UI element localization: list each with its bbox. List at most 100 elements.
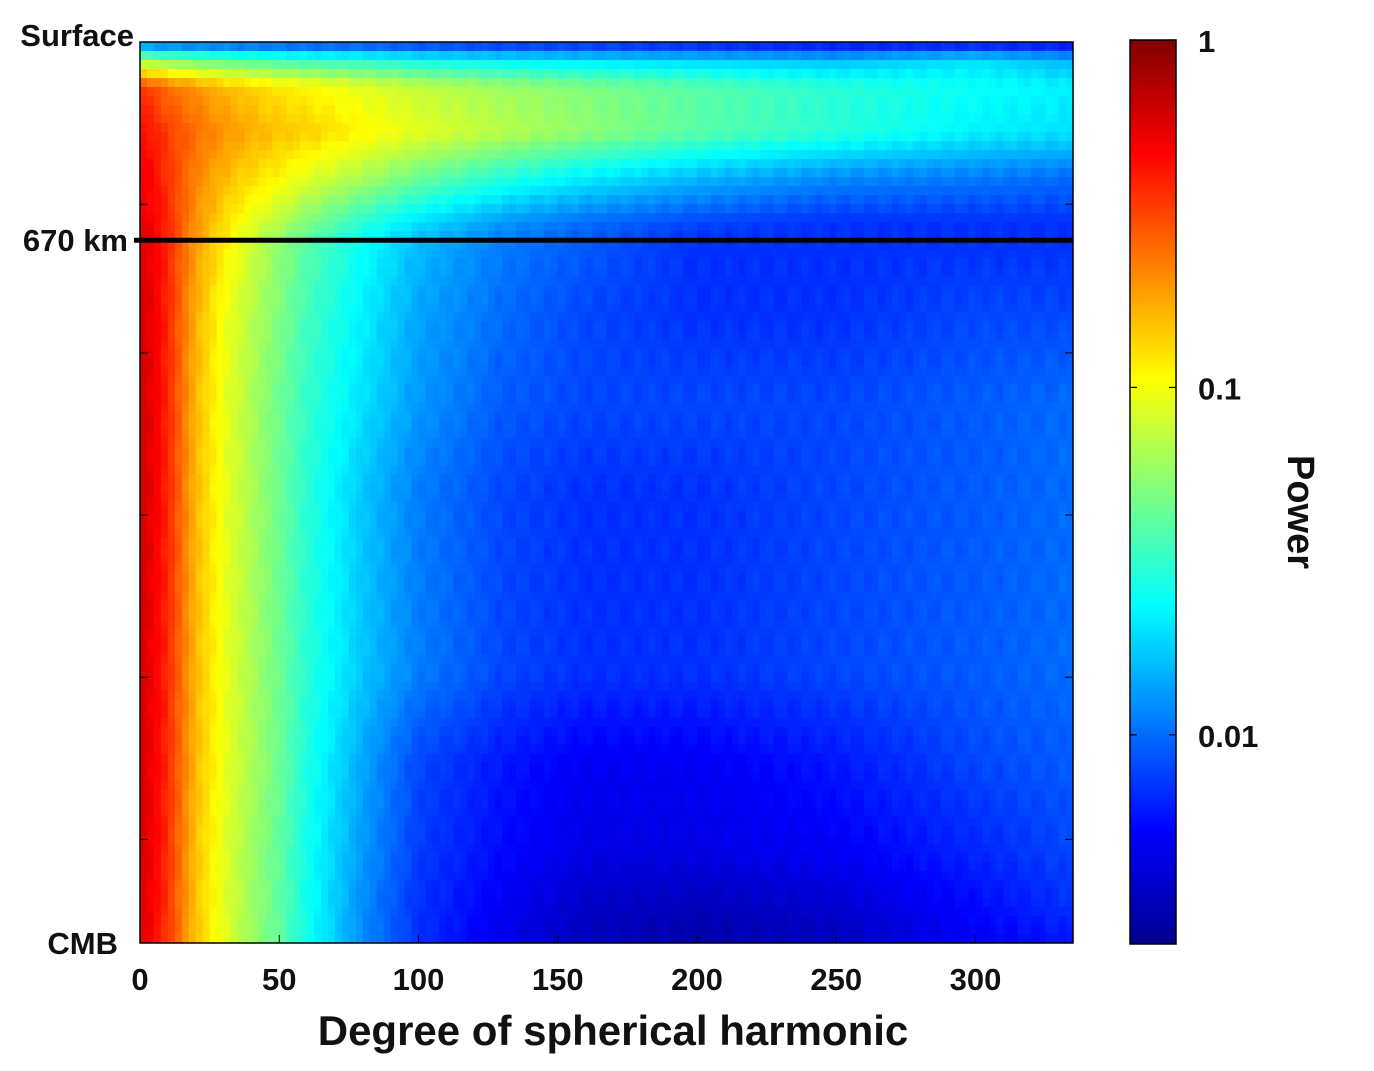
heatmap-cell <box>592 357 601 367</box>
heatmap-cell <box>648 303 656 313</box>
heatmap-cell <box>355 51 364 61</box>
heatmap-cell <box>355 357 364 367</box>
heatmap-cell <box>676 177 684 187</box>
heatmap-cell <box>585 276 594 286</box>
heatmap-cell <box>550 312 559 322</box>
heatmap-cell <box>481 330 489 340</box>
heatmap-cell <box>571 249 580 259</box>
heatmap-cell <box>947 267 956 277</box>
heatmap-cell <box>710 366 719 376</box>
heatmap-cell <box>773 267 782 277</box>
heatmap-cell <box>1052 339 1060 349</box>
heatmap-cell <box>697 222 705 232</box>
heatmap-cell <box>237 105 246 115</box>
heatmap-cell <box>891 105 900 115</box>
heatmap-cell <box>1038 213 1046 223</box>
heatmap-cell <box>230 366 239 376</box>
heatmap-cell <box>341 285 350 295</box>
heatmap-cell <box>160 267 169 277</box>
heatmap-cell <box>362 159 371 169</box>
heatmap-cell <box>383 267 392 277</box>
heatmap-cell <box>669 294 677 304</box>
heatmap-cell <box>272 177 280 187</box>
heatmap-cell <box>557 321 566 331</box>
heatmap-cell <box>418 258 427 268</box>
heatmap-cell <box>237 339 246 349</box>
heatmap-cell <box>1059 51 1067 61</box>
heatmap-cell <box>787 123 796 133</box>
heatmap-cell <box>543 132 552 142</box>
heatmap-cell <box>690 321 698 331</box>
heatmap-cell <box>989 78 998 88</box>
heatmap-cell <box>905 186 914 196</box>
heatmap-cell <box>794 258 803 268</box>
heatmap-cell <box>1031 357 1039 367</box>
heatmap-cell <box>864 276 872 286</box>
heatmap-cell <box>724 69 733 79</box>
heatmap-cell <box>968 69 977 79</box>
heatmap-cell <box>815 141 823 151</box>
heatmap-cell <box>620 132 628 142</box>
heatmap-cell <box>1059 213 1067 223</box>
heatmap-cell <box>592 330 601 340</box>
heatmap-cell <box>140 258 148 268</box>
heatmap-cell <box>592 159 601 169</box>
heatmap-cell <box>905 249 914 259</box>
heatmap-cell <box>355 321 364 331</box>
heatmap-cell <box>460 357 468 367</box>
heatmap-cell <box>766 141 775 151</box>
heatmap-cell <box>1031 168 1039 178</box>
heatmap-cell <box>592 249 601 259</box>
heatmap-cell <box>648 339 656 349</box>
heatmap-cell <box>383 168 392 178</box>
heatmap-cell <box>1024 348 1032 358</box>
heatmap-cell <box>202 51 211 61</box>
heatmap-cell <box>787 78 796 88</box>
heatmap-cell <box>167 60 176 70</box>
heatmap-cell <box>251 51 259 61</box>
heatmap-cell <box>1038 123 1046 133</box>
heatmap-cell <box>655 78 663 88</box>
heatmap-cell <box>794 132 803 142</box>
heatmap-cell <box>655 321 663 331</box>
heatmap-cell <box>634 285 642 295</box>
heatmap-cell <box>613 60 622 70</box>
heatmap-cell <box>279 150 287 160</box>
heatmap-cell <box>989 96 998 106</box>
heatmap-cell <box>585 69 594 79</box>
heatmap-cell <box>634 213 642 223</box>
heatmap-cell <box>369 294 378 304</box>
heatmap-cell <box>968 105 977 115</box>
heatmap-cell <box>432 177 440 187</box>
heatmap-cell <box>397 303 406 313</box>
heatmap-cell <box>898 78 907 88</box>
heatmap-cell <box>251 177 259 187</box>
heatmap-cell <box>954 294 963 304</box>
heatmap-cell <box>321 105 329 115</box>
heatmap-cell <box>390 204 399 214</box>
heatmap-cell <box>1038 87 1046 97</box>
heatmap-cell <box>982 231 991 241</box>
heatmap-cell <box>307 294 315 304</box>
heatmap-cell <box>1031 42 1039 52</box>
heatmap-cell <box>745 78 754 88</box>
heatmap-cell <box>174 186 183 196</box>
heatmap-cell <box>613 105 622 115</box>
heatmap-cell <box>1052 96 1060 106</box>
heatmap-cell <box>857 312 865 322</box>
heatmap-cell <box>167 159 176 169</box>
heatmap-cell <box>411 177 420 187</box>
heatmap-cell <box>864 69 872 79</box>
heatmap-cell <box>738 285 747 295</box>
heatmap-cell <box>752 204 761 214</box>
heatmap-cell <box>1059 357 1067 367</box>
heatmap-cell <box>905 69 914 79</box>
heatmap-cell <box>634 222 642 232</box>
heatmap-cell <box>160 78 169 88</box>
heatmap-cell <box>272 213 280 223</box>
heatmap-cell <box>467 123 475 133</box>
heatmap-cell <box>453 222 461 232</box>
heatmap-cell <box>606 231 615 241</box>
heatmap-cell <box>488 330 496 340</box>
heatmap-cell <box>836 186 844 196</box>
